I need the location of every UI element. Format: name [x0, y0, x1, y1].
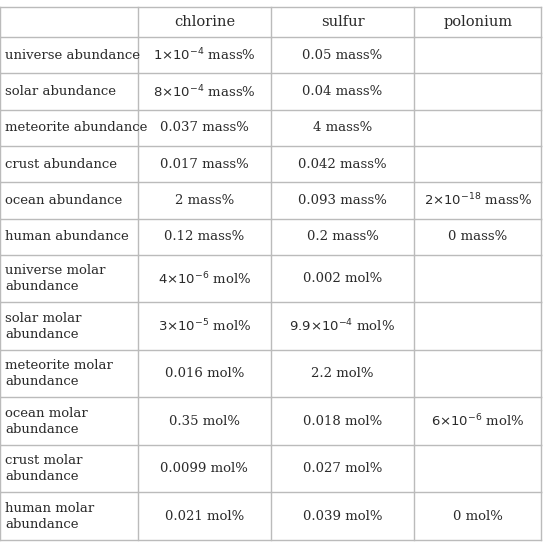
- Text: meteorite molar
abundance: meteorite molar abundance: [5, 359, 113, 388]
- Text: universe abundance: universe abundance: [5, 49, 140, 62]
- Text: 0.037 mass%: 0.037 mass%: [160, 121, 249, 135]
- Text: human abundance: human abundance: [5, 230, 129, 243]
- Text: 2.2 mol%: 2.2 mol%: [311, 367, 373, 380]
- Text: $1{\times}10^{-4}$ mass%: $1{\times}10^{-4}$ mass%: [153, 47, 256, 63]
- Text: sulfur: sulfur: [321, 15, 364, 29]
- Text: 0.2 mass%: 0.2 mass%: [306, 230, 378, 243]
- Text: 0.04 mass%: 0.04 mass%: [302, 85, 383, 98]
- Text: 0 mol%: 0 mol%: [453, 510, 503, 522]
- Text: $4{\times}10^{-6}$ mol%: $4{\times}10^{-6}$ mol%: [158, 270, 251, 287]
- Text: ocean molar
abundance: ocean molar abundance: [5, 406, 88, 435]
- Text: universe molar
abundance: universe molar abundance: [5, 264, 106, 293]
- Text: 2 mass%: 2 mass%: [175, 194, 234, 207]
- Text: 0.017 mass%: 0.017 mass%: [160, 158, 249, 171]
- Text: 0 mass%: 0 mass%: [448, 230, 507, 243]
- Text: 0.05 mass%: 0.05 mass%: [302, 49, 383, 62]
- Text: $2{\times}10^{-18}$ mass%: $2{\times}10^{-18}$ mass%: [424, 192, 532, 209]
- Text: 0.018 mol%: 0.018 mol%: [303, 415, 382, 428]
- Text: 0.0099 mol%: 0.0099 mol%: [161, 462, 248, 475]
- Text: $6{\times}10^{-6}$ mol%: $6{\times}10^{-6}$ mol%: [431, 413, 525, 429]
- Text: 0.039 mol%: 0.039 mol%: [302, 510, 382, 522]
- Text: 0.042 mass%: 0.042 mass%: [298, 158, 387, 171]
- Text: $9.9{\times}10^{-4}$ mol%: $9.9{\times}10^{-4}$ mol%: [289, 318, 395, 334]
- Text: meteorite abundance: meteorite abundance: [5, 121, 148, 135]
- Text: chlorine: chlorine: [174, 15, 235, 29]
- Text: 0.016 mol%: 0.016 mol%: [165, 367, 244, 380]
- Text: 0.002 mol%: 0.002 mol%: [303, 272, 382, 285]
- Text: crust abundance: crust abundance: [5, 158, 117, 171]
- Text: 0.093 mass%: 0.093 mass%: [298, 194, 387, 207]
- Text: $8{\times}10^{-4}$ mass%: $8{\times}10^{-4}$ mass%: [153, 83, 256, 100]
- Text: crust molar
abundance: crust molar abundance: [5, 454, 83, 483]
- Text: $3{\times}10^{-5}$ mol%: $3{\times}10^{-5}$ mol%: [158, 318, 251, 334]
- Text: 0.027 mol%: 0.027 mol%: [303, 462, 382, 475]
- Text: 0.12 mass%: 0.12 mass%: [164, 230, 245, 243]
- Text: 0.35 mol%: 0.35 mol%: [169, 415, 240, 428]
- Text: 4 mass%: 4 mass%: [313, 121, 372, 135]
- Text: ocean abundance: ocean abundance: [5, 194, 123, 207]
- Text: solar abundance: solar abundance: [5, 85, 116, 98]
- Text: 0.021 mol%: 0.021 mol%: [165, 510, 244, 522]
- Text: solar molar
abundance: solar molar abundance: [5, 312, 82, 341]
- Text: human molar
abundance: human molar abundance: [5, 502, 94, 531]
- Text: polonium: polonium: [443, 15, 512, 29]
